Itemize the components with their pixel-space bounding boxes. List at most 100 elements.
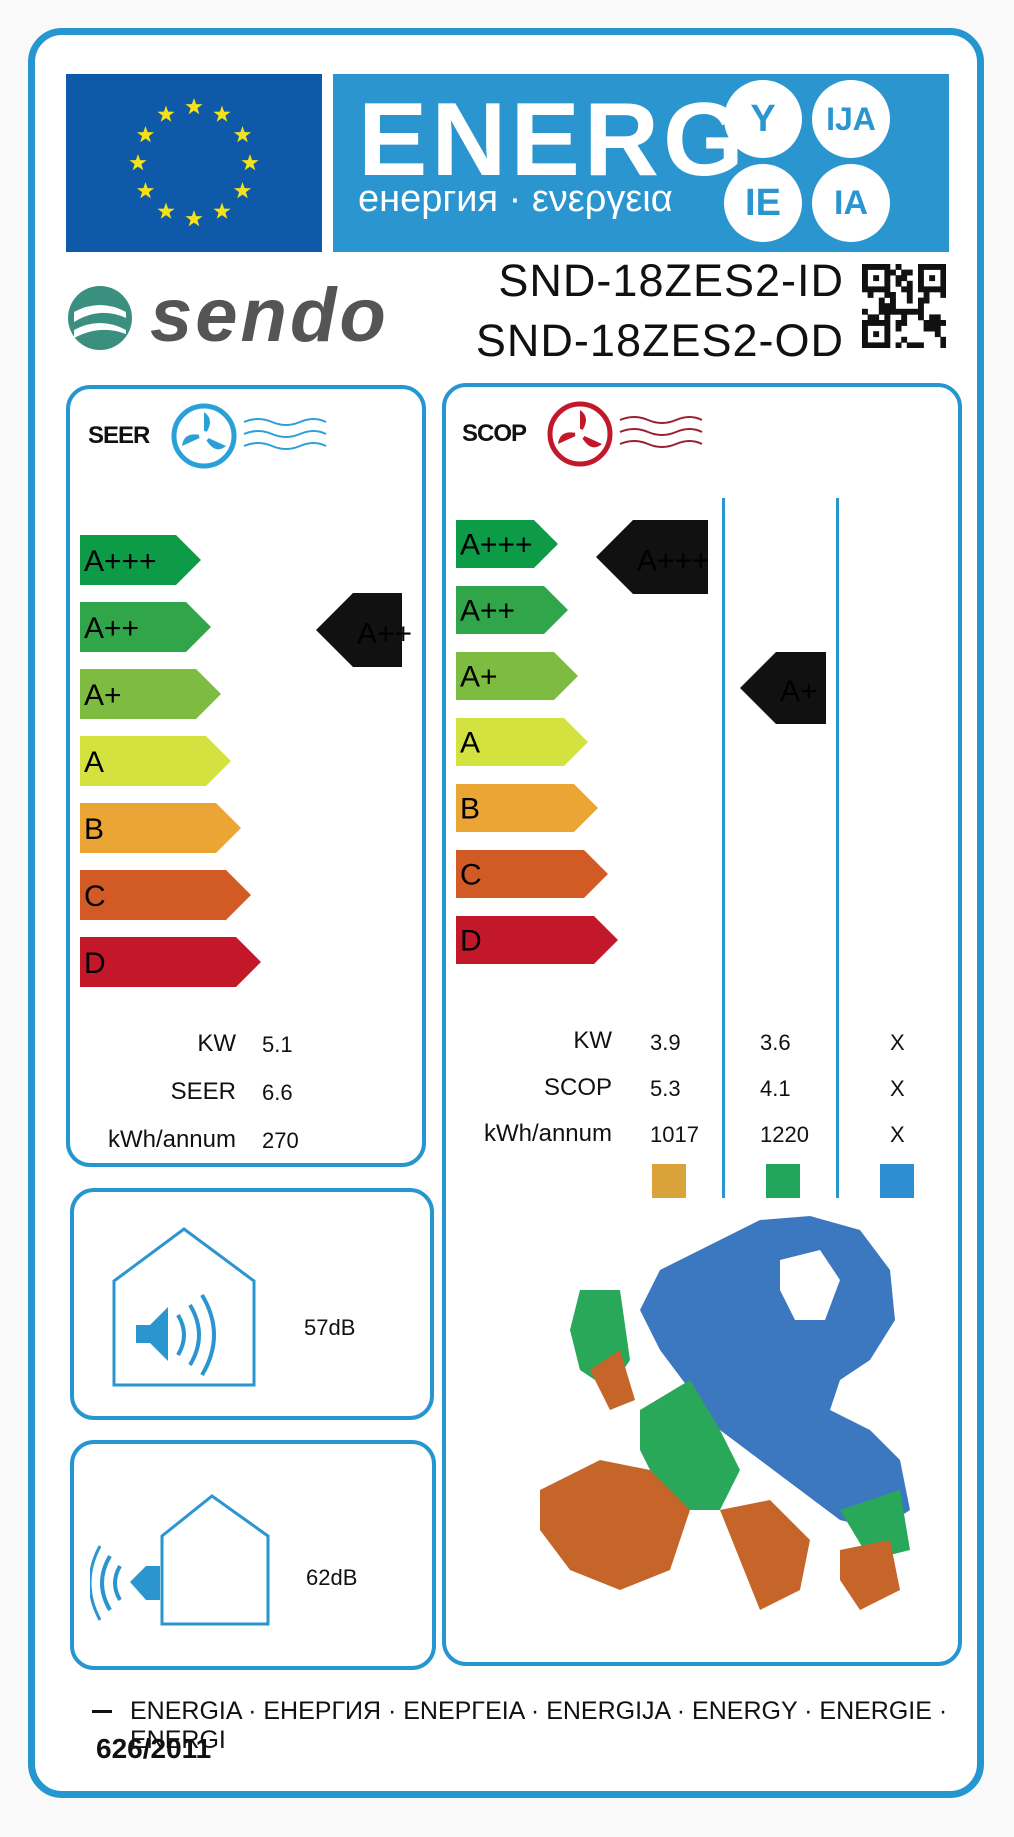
qr-module <box>901 320 908 326</box>
cool-scale-bar-label: A++ <box>84 612 139 645</box>
qr-module <box>901 308 908 315</box>
warm-climate-swatch <box>652 1164 686 1198</box>
qr-module <box>901 314 908 321</box>
qr-module <box>918 308 924 315</box>
cooling-rating-arrow-label: A++ <box>357 617 412 650</box>
qr-module <box>929 320 936 326</box>
heat-row-label-scop: SCOP <box>543 1074 612 1101</box>
qr-module <box>918 275 924 282</box>
qr-module <box>923 325 930 332</box>
qr-module <box>906 297 913 304</box>
qr-module <box>906 280 913 287</box>
qr-module <box>934 264 941 270</box>
qr-module <box>884 314 891 321</box>
qr-module <box>940 275 947 282</box>
cool-scale-bar-label: D <box>84 947 106 980</box>
cool-row-value-kw: 5.1 <box>262 1032 293 1057</box>
qr-module <box>923 320 930 326</box>
map-cold-zone <box>640 1216 910 1530</box>
heat-warm-scop: 5.3 <box>650 1076 681 1101</box>
indoor-noise-value: 57dB <box>304 1315 356 1340</box>
cooling-energy-scale: A+++ A++ A+ A B C D A++ <box>80 535 412 987</box>
suffix-ija: IJA <box>812 80 890 158</box>
heat-average-kw: 3.6 <box>760 1030 791 1055</box>
suffix-y: Y <box>724 80 802 158</box>
europe-climate-map <box>540 1216 910 1610</box>
cool-scale-bar <box>80 736 231 786</box>
qr-module <box>862 320 868 326</box>
cool-scale-bar <box>80 870 251 920</box>
cool-row-value-kwh: 270 <box>262 1128 299 1153</box>
cool-scale-bar <box>80 937 261 987</box>
cool-row-value-seer: 6.6 <box>262 1080 293 1105</box>
qr-module <box>918 303 924 310</box>
qr-module <box>890 297 896 304</box>
qr-module <box>895 342 902 349</box>
heating-average-rating-arrow-label: A+ <box>780 675 818 708</box>
outdoor-model: SND-18ZES2-OD <box>475 315 844 366</box>
qr-module <box>890 308 896 315</box>
brand-logo <box>66 278 406 363</box>
qr-module <box>934 286 941 293</box>
heat-cold-kw: X <box>890 1030 905 1055</box>
qr-module <box>901 269 908 276</box>
eu-star <box>233 182 252 199</box>
qr-module <box>923 297 930 304</box>
qr-module <box>878 303 885 310</box>
qr-module <box>890 292 896 298</box>
eu-star <box>233 126 252 143</box>
qr-module <box>873 342 880 349</box>
qr-module <box>895 280 902 287</box>
qr-module <box>884 269 891 276</box>
qr-module <box>940 342 947 349</box>
eu-star <box>241 154 259 171</box>
qr-module <box>906 342 913 349</box>
qr-module <box>873 286 880 293</box>
qr-module <box>862 275 868 282</box>
qr-module <box>895 308 902 315</box>
cool-scale-bar-label: A+++ <box>84 545 157 578</box>
qr-module <box>940 320 947 326</box>
heat-scale-bar-label: A+ <box>460 661 498 694</box>
heat-average-scop: 4.1 <box>760 1076 791 1101</box>
qr-module <box>862 325 868 332</box>
cool-scale-bar <box>80 803 241 853</box>
qr-module <box>878 297 885 304</box>
heat-average-kwh: 1220 <box>760 1122 809 1147</box>
qr-module <box>884 320 891 326</box>
qr-module <box>867 342 874 349</box>
qr-module <box>923 264 930 270</box>
cooling-fan-icon <box>168 400 328 485</box>
qr-module <box>934 320 941 326</box>
qr-module <box>895 264 902 270</box>
seer-label: SEER <box>88 422 150 449</box>
qr-module <box>929 314 936 321</box>
qr-module <box>895 275 902 282</box>
eu-star <box>157 202 175 219</box>
qr-module <box>918 342 924 349</box>
heat-scale-bar <box>456 652 578 700</box>
qr-module <box>912 308 919 315</box>
regulation-number: 626/2011 <box>96 1733 212 1764</box>
heat-scale-bar <box>456 718 588 766</box>
cool-row-label-seer: SEER <box>170 1078 236 1105</box>
qr-module <box>940 280 947 287</box>
qr-module <box>884 275 891 282</box>
qr-module <box>884 286 891 293</box>
heating-warm-rating-arrow <box>596 520 708 594</box>
map-average-zone <box>570 1290 910 1560</box>
qr-module <box>929 325 936 332</box>
outdoor-noise-value: 62dB <box>306 1565 358 1590</box>
qr-module <box>862 269 868 276</box>
average-climate-swatch <box>766 1164 800 1198</box>
footer-dash <box>92 1710 112 1713</box>
heating-fan-icon <box>544 398 704 483</box>
qr-module <box>906 292 913 298</box>
eu-star <box>136 182 155 199</box>
qr-module <box>901 286 908 293</box>
qr-module <box>923 286 930 293</box>
qr-module <box>940 264 947 270</box>
heating-average-rating-arrow <box>740 652 826 724</box>
qr-module <box>862 336 868 343</box>
qr-module <box>940 286 947 293</box>
